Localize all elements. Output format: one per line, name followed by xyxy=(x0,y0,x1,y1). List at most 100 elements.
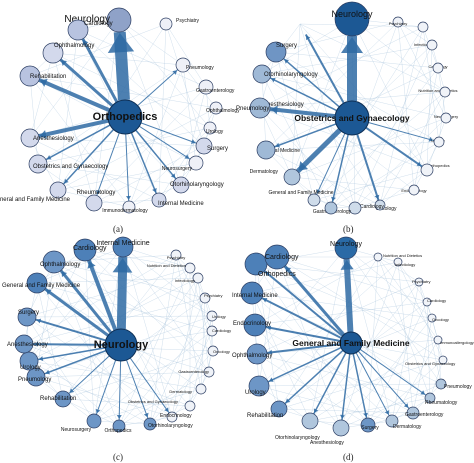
node-circle[interactable] xyxy=(265,41,287,63)
node-circle[interactable] xyxy=(392,16,404,28)
node-circle[interactable] xyxy=(332,419,350,437)
node-circle[interactable] xyxy=(151,192,167,208)
mesh-edge xyxy=(35,376,173,418)
node-circle[interactable] xyxy=(175,57,191,73)
node-circle[interactable] xyxy=(73,238,97,262)
node-circle[interactable] xyxy=(440,112,452,124)
node-circle[interactable] xyxy=(198,79,214,95)
node-circle[interactable] xyxy=(143,417,157,431)
node-label: General and Family Medicine xyxy=(268,190,333,196)
mesh-edge xyxy=(29,75,39,165)
node-circle[interactable] xyxy=(86,413,102,429)
node-circle[interactable] xyxy=(307,193,321,207)
node-circle[interactable] xyxy=(17,307,37,327)
node-circle[interactable] xyxy=(28,154,48,174)
node-circle[interactable] xyxy=(426,39,438,51)
node-circle[interactable] xyxy=(334,1,370,37)
node-circle[interactable] xyxy=(42,250,66,274)
node-circle[interactable] xyxy=(85,194,103,212)
node-circle[interactable] xyxy=(112,236,134,258)
node-circle[interactable] xyxy=(203,121,217,135)
node-circle[interactable] xyxy=(408,184,420,196)
node-label: Obstetrics and Gynaecology xyxy=(405,361,455,366)
node-circle[interactable] xyxy=(433,136,445,148)
node-circle[interactable] xyxy=(122,200,136,214)
node-circle[interactable] xyxy=(439,86,451,98)
node-circle[interactable] xyxy=(374,199,386,211)
node-label: Urology xyxy=(206,129,224,135)
center-node-circle[interactable] xyxy=(107,99,143,135)
node-circle[interactable] xyxy=(432,62,444,74)
node-circle[interactable] xyxy=(240,281,264,305)
node-circle[interactable] xyxy=(424,392,436,404)
node-circle[interactable] xyxy=(243,313,267,337)
mesh-edge xyxy=(84,249,213,317)
node-circle[interactable] xyxy=(14,334,34,354)
center-node-circle[interactable] xyxy=(339,331,363,355)
node-circle[interactable] xyxy=(393,257,403,267)
node-circle[interactable] xyxy=(112,419,126,433)
node-circle[interactable] xyxy=(433,335,443,345)
node-circle[interactable] xyxy=(172,176,190,194)
node-circle[interactable] xyxy=(20,128,40,148)
node-circle[interactable] xyxy=(283,168,301,186)
node-circle[interactable] xyxy=(438,355,448,365)
node-circle[interactable] xyxy=(106,7,132,33)
node-circle[interactable] xyxy=(422,297,432,307)
node-circle[interactable] xyxy=(348,201,362,215)
node-circle[interactable] xyxy=(406,406,420,420)
node-circle[interactable] xyxy=(417,21,429,33)
mesh-edge xyxy=(330,141,440,209)
node-circle[interactable] xyxy=(26,367,46,387)
node-circle[interactable] xyxy=(435,378,447,390)
node-circle[interactable] xyxy=(420,163,434,177)
node-circle[interactable] xyxy=(252,64,272,84)
node-label: Internal Medicine xyxy=(232,293,278,299)
panel-b-edges xyxy=(269,34,435,203)
node-circle[interactable] xyxy=(246,343,268,365)
node-circle[interactable] xyxy=(427,313,437,323)
node-circle[interactable] xyxy=(203,366,215,378)
node-circle[interactable] xyxy=(54,390,72,408)
node-circle[interactable] xyxy=(264,244,290,270)
edge xyxy=(138,125,191,160)
node-circle[interactable] xyxy=(19,65,41,87)
node-circle[interactable] xyxy=(207,345,219,357)
node-circle[interactable] xyxy=(301,412,319,430)
node-circle[interactable] xyxy=(195,383,207,395)
node-circle[interactable] xyxy=(192,272,204,284)
edge-arrowhead xyxy=(96,189,101,195)
center-node-circle[interactable] xyxy=(334,100,370,136)
node-label: Orthopedics xyxy=(105,428,132,434)
node-circle[interactable] xyxy=(184,262,196,274)
mesh-edge xyxy=(309,281,420,422)
node-circle[interactable] xyxy=(188,155,204,171)
node-circle[interactable] xyxy=(159,17,173,31)
node-circle[interactable] xyxy=(334,236,358,260)
node-circle[interactable] xyxy=(67,19,89,41)
node-circle[interactable] xyxy=(414,277,424,287)
node-circle[interactable] xyxy=(373,252,383,262)
node-circle[interactable] xyxy=(26,272,48,294)
node-circle[interactable] xyxy=(166,411,178,423)
node-circle[interactable] xyxy=(256,140,276,160)
mesh-edge xyxy=(29,23,167,77)
node-circle[interactable] xyxy=(184,400,196,412)
node-circle[interactable] xyxy=(170,249,182,261)
node-label: Psychiatry xyxy=(176,18,200,24)
center-node-circle[interactable] xyxy=(104,328,138,362)
node-circle[interactable] xyxy=(324,201,338,215)
node-circle[interactable] xyxy=(42,42,64,64)
node-circle[interactable] xyxy=(199,292,211,304)
node-circle[interactable] xyxy=(249,97,271,119)
node-circle[interactable] xyxy=(49,181,67,199)
node-circle[interactable] xyxy=(270,400,288,418)
node-circle[interactable] xyxy=(206,325,218,337)
node-circle[interactable] xyxy=(206,310,218,322)
node-circle[interactable] xyxy=(195,137,213,155)
node-circle[interactable] xyxy=(248,375,270,397)
node-circle[interactable] xyxy=(209,101,223,115)
node-circle[interactable] xyxy=(385,414,399,428)
node-circle[interactable] xyxy=(360,417,376,433)
node-circle[interactable] xyxy=(19,351,39,371)
